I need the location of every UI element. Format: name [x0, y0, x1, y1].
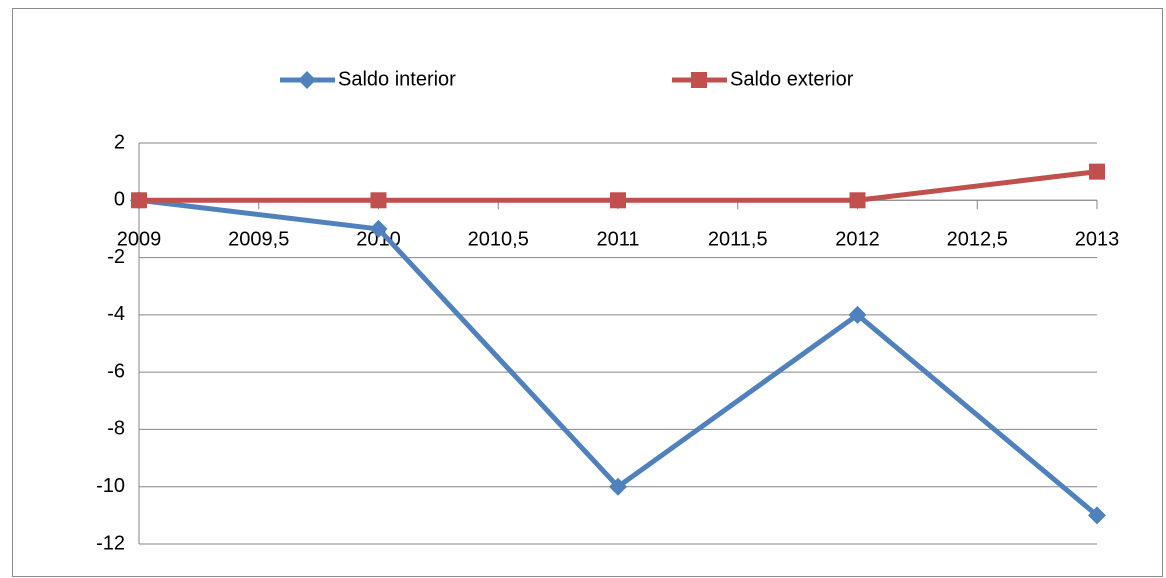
y-tick-label: -2 — [107, 246, 125, 268]
legend-marker — [298, 71, 316, 89]
point — [1088, 506, 1106, 525]
point — [370, 192, 387, 209]
y-tick-label: 0 — [114, 189, 125, 211]
legend-label: Saldo interior — [338, 68, 456, 90]
legend-label: Saldo exterior — [730, 68, 854, 90]
x-tick-label: 2009,5 — [228, 229, 289, 251]
point — [1089, 163, 1105, 180]
y-tick-label: -8 — [107, 418, 125, 440]
x-tick-label: 2012,5 — [947, 229, 1008, 251]
point — [131, 192, 147, 209]
x-tick-label: 2010 — [356, 229, 401, 251]
x-tick-label: 2012 — [835, 229, 880, 251]
legend-marker — [691, 72, 707, 88]
y-tick-label: -10 — [96, 475, 125, 497]
point — [369, 219, 388, 238]
x-tick-label: 2011,5 — [708, 229, 768, 251]
x-tick-label: 2013 — [1075, 229, 1120, 251]
y-tick-label: -4 — [107, 303, 125, 325]
x-tick-label: 2011 — [596, 229, 639, 251]
y-tick-label: -6 — [107, 360, 125, 382]
point — [609, 477, 627, 496]
x-tick-label: 2009 — [117, 229, 162, 251]
point — [849, 192, 866, 209]
y-tick-label: -12 — [96, 532, 125, 554]
y-tick-label: 2 — [114, 131, 125, 153]
x-tick-label: 2010,5 — [468, 229, 529, 251]
point — [610, 192, 626, 209]
point — [848, 305, 867, 324]
chart-border — [12, 8, 1163, 577]
